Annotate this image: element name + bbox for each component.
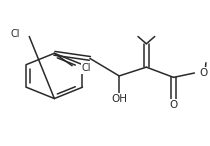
Text: O: O	[169, 100, 178, 110]
Text: O: O	[200, 68, 208, 78]
Text: OH: OH	[111, 94, 127, 104]
Text: Cl: Cl	[81, 63, 91, 73]
Text: Cl: Cl	[10, 29, 20, 39]
